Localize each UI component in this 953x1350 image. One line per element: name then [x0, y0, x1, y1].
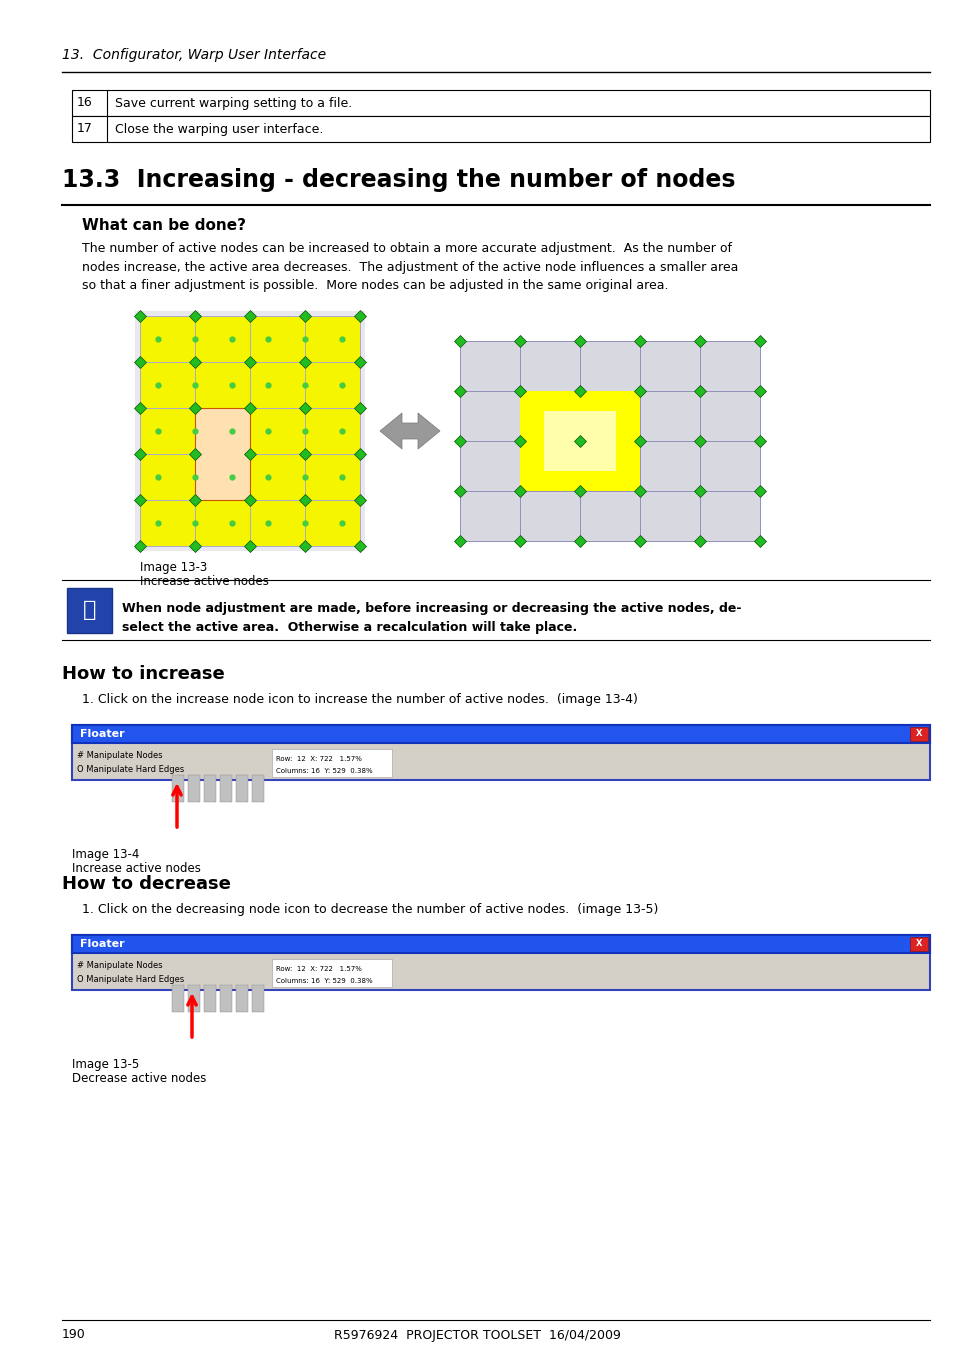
Text: Save current warping setting to a file.: Save current warping setting to a file. [115, 96, 352, 109]
Text: O Manipulate Hard Edges: O Manipulate Hard Edges [77, 975, 184, 984]
Text: 13.  Configurator, Warp User Interface: 13. Configurator, Warp User Interface [62, 49, 326, 62]
Bar [71, 725, 929, 780]
Text: X: X [915, 729, 922, 738]
Text: 17: 17 [77, 123, 92, 135]
Text: How to increase: How to increase [62, 666, 225, 683]
Bar [71, 116, 929, 142]
Polygon shape [379, 413, 439, 450]
Bar [909, 937, 927, 950]
Bar [220, 986, 232, 1012]
Text: Row:  12  X: 722   1.57%: Row: 12 X: 722 1.57% [275, 967, 361, 972]
Text: How to decrease: How to decrease [62, 875, 231, 892]
Bar [220, 775, 232, 802]
Text: Decrease active nodes: Decrease active nodes [71, 1072, 206, 1085]
Text: 13.3  Increasing - decreasing the number of nodes: 13.3 Increasing - decreasing the number … [62, 167, 735, 192]
Bar [252, 775, 264, 802]
Text: Floater: Floater [80, 940, 125, 949]
Text: 16: 16 [77, 96, 92, 109]
Bar [67, 589, 112, 633]
Bar [188, 986, 200, 1012]
Bar [172, 775, 184, 802]
Text: The number of active nodes can be increased to obtain a more accurate adjustment: The number of active nodes can be increa… [82, 242, 738, 292]
Bar [909, 728, 927, 741]
Bar [272, 958, 392, 987]
Text: R5976924  PROJECTOR TOOLSET  16/04/2009: R5976924 PROJECTOR TOOLSET 16/04/2009 [334, 1328, 619, 1342]
Bar [519, 392, 639, 491]
Text: When node adjustment are made, before increasing or decreasing the active nodes,: When node adjustment are made, before in… [122, 602, 740, 634]
Text: Columns: 16  Y: 529  0.38%: Columns: 16 Y: 529 0.38% [275, 977, 373, 984]
Bar [135, 310, 365, 551]
Bar [140, 316, 359, 545]
Bar [543, 410, 616, 471]
Text: Increase active nodes: Increase active nodes [140, 575, 269, 589]
Text: What can be done?: What can be done? [82, 217, 246, 234]
Text: 190: 190 [62, 1328, 86, 1342]
Bar [194, 408, 250, 500]
Bar [71, 90, 929, 116]
Text: Increase active nodes: Increase active nodes [71, 863, 201, 875]
Bar [71, 936, 929, 990]
Text: Row:  12  X: 722   1.57%: Row: 12 X: 722 1.57% [275, 756, 361, 761]
Text: Image 13-3: Image 13-3 [140, 562, 207, 574]
Bar [459, 342, 760, 541]
Text: X: X [915, 940, 922, 949]
Bar [188, 775, 200, 802]
Text: Floater: Floater [80, 729, 125, 738]
Bar [71, 936, 929, 953]
Text: O Manipulate Hard Edges: O Manipulate Hard Edges [77, 764, 184, 774]
Bar [272, 749, 392, 778]
Bar [235, 775, 248, 802]
Text: Image 13-5: Image 13-5 [71, 1058, 139, 1071]
Text: 1. Click on the increase node icon to increase the number of active nodes.  (ima: 1. Click on the increase node icon to in… [82, 693, 638, 706]
Text: Columns: 16  Y: 529  0.38%: Columns: 16 Y: 529 0.38% [275, 768, 373, 774]
Text: Close the warping user interface.: Close the warping user interface. [115, 123, 323, 135]
Text: ✋: ✋ [83, 601, 96, 621]
Text: # Manipulate Nodes: # Manipulate Nodes [77, 751, 162, 760]
Bar [252, 986, 264, 1012]
Bar [172, 986, 184, 1012]
Bar [71, 725, 929, 743]
Bar [204, 986, 215, 1012]
Text: 1. Click on the decreasing node icon to decrease the number of active nodes.  (i: 1. Click on the decreasing node icon to … [82, 903, 658, 917]
Text: # Manipulate Nodes: # Manipulate Nodes [77, 960, 162, 969]
Text: Image 13-4: Image 13-4 [71, 848, 139, 861]
Bar [204, 775, 215, 802]
Bar [235, 986, 248, 1012]
